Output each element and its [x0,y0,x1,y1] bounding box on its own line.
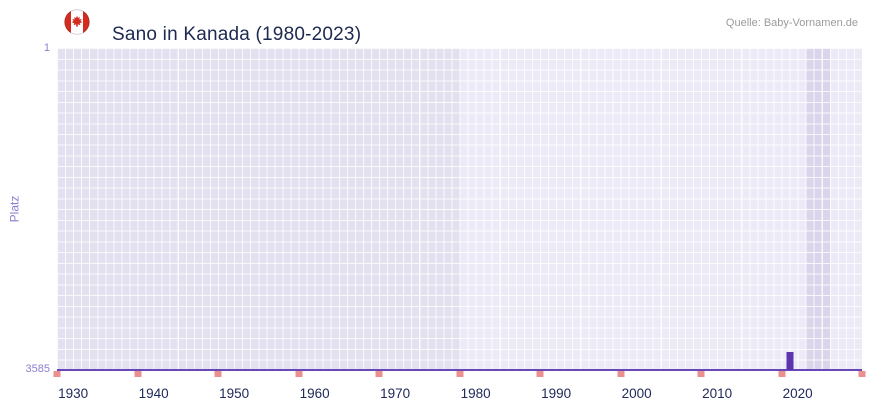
no-data-region [57,48,460,370]
x-tick-label: 1990 [541,386,572,401]
no-rank-marker [295,371,302,377]
no-rank-marker [134,371,141,377]
canada-flag-icon [64,9,90,35]
x-tick-label: 2000 [621,386,652,401]
plot-area[interactable] [53,48,866,377]
x-axis-ticks: 1930 1940 1950 1960 1970 1980 1990 2000 2010 2020 [57,370,862,404]
no-rank-marker [214,371,222,377]
x-tick-label: 1960 [299,386,330,401]
no-rank-marker [778,371,785,377]
x-tick-label: 1980 [460,386,491,401]
x-axis-line [57,369,862,371]
no-rank-marker [697,371,705,377]
x-tick-label: 1970 [380,386,411,401]
no-rank-marker [456,371,463,377]
y-tick-top: 1 [43,42,50,54]
y-axis-label: Platz [7,195,21,223]
no-rank-marker [858,371,866,377]
no-rank-marker [375,371,383,377]
x-tick-label: 1930 [58,386,89,401]
x-tick-label: 2020 [782,386,813,401]
x-tick-label: 1950 [219,386,250,401]
page-title: Sano in Kanada (1980-2023) [112,23,362,45]
rank-bar-2019[interactable] [786,352,794,370]
y-axis-label-wrap: Platz [0,48,28,370]
x-tick-label: 1940 [138,386,169,401]
no-rank-marker [53,371,61,377]
y-tick-bottom: 3585 [25,363,50,375]
x-tick-label: 2010 [702,386,733,401]
source-attribution: Quelle: Baby-Vornamen.de [725,17,858,29]
highlight-column [805,48,830,370]
no-rank-marker [536,371,544,377]
no-rank-marker [617,371,624,377]
